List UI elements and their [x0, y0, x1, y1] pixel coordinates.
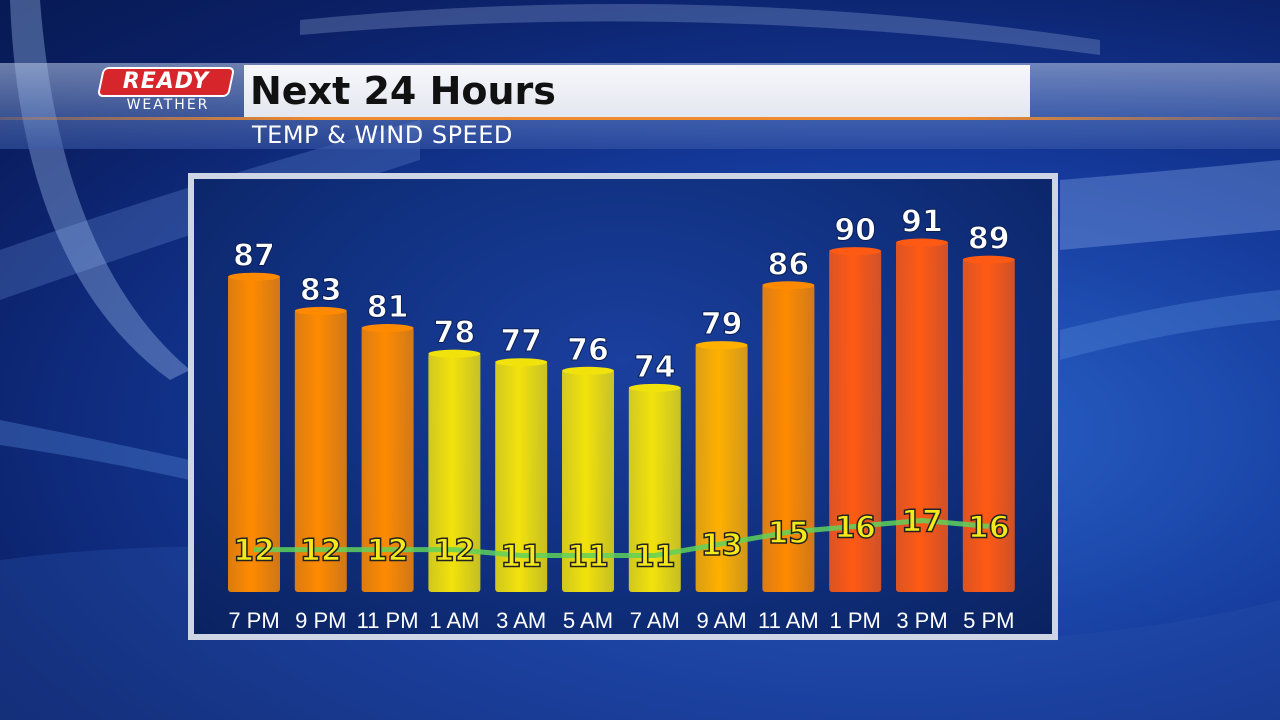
temp-value-label: 83: [300, 273, 342, 308]
temp-bar-cap: [495, 358, 548, 367]
x-axis-labels: 7 PM 9 PM 11 PM 1 AM 3 AM 5 AM 7 AM 9 AM 11 AM 1 …: [228, 608, 1014, 633]
temp-bar-cap: [762, 281, 815, 290]
wind-value-label: 17: [901, 505, 943, 540]
header-rule: [0, 117, 1280, 120]
temp-labels: 87 83 81 78 77 76 74 79 86 90 91 89: [233, 204, 1011, 385]
x-tick-label: 5 PM: [963, 608, 1014, 633]
x-tick-label: 7 AM: [630, 608, 680, 633]
x-tick-label: 9 AM: [697, 608, 747, 633]
temp-value-label: 87: [233, 239, 275, 274]
wind-value-label: 11: [567, 540, 609, 575]
temp-bar: [495, 361, 548, 592]
wind-value-label: 11: [634, 540, 676, 575]
x-tick-label: 9 PM: [295, 608, 346, 633]
temp-value-label: 81: [367, 290, 409, 325]
temp-bar: [428, 352, 481, 592]
wind-value-label: 12: [434, 534, 476, 569]
temp-bar: [695, 344, 748, 592]
logo-ready-badge: READY: [96, 67, 236, 97]
wind-value-label: 13: [701, 528, 743, 563]
ready-weather-logo: READY WEATHER: [96, 67, 236, 117]
temp-value-label: 78: [434, 316, 476, 351]
temp-value-label: 77: [500, 324, 542, 359]
logo-weather-text: WEATHER: [126, 97, 210, 113]
temp-bar-cap: [294, 306, 347, 315]
temp-bar-cap: [962, 255, 1015, 264]
temp-value-label: 76: [567, 333, 609, 368]
temp-bar-cap: [428, 349, 481, 358]
temp-bar: [762, 284, 815, 592]
temp-bar-cap: [628, 383, 681, 392]
temp-bar: [628, 386, 681, 592]
temp-value-label: 90: [834, 213, 876, 248]
x-tick-label: 11 AM: [758, 608, 819, 633]
wind-value-label: 16: [968, 510, 1010, 545]
title-box: [244, 65, 1030, 117]
wind-value-label: 15: [768, 516, 810, 551]
temp-value-label: 79: [701, 307, 743, 342]
page-title: Next 24 Hours: [250, 69, 556, 113]
page-subtitle: TEMP & WIND SPEED: [252, 121, 513, 149]
temp-bar: [361, 327, 414, 592]
x-tick-label: 5 AM: [563, 608, 613, 633]
temp-value-label: 91: [901, 205, 943, 240]
temp-value-label: 86: [768, 247, 810, 282]
wind-value-label: 12: [233, 534, 275, 569]
logo-ready-text: READY: [122, 69, 210, 94]
temp-bar: [562, 369, 614, 592]
bar-series: [228, 238, 1015, 593]
x-tick-label: 1 AM: [429, 608, 479, 633]
temp-bar-cap: [896, 238, 948, 247]
temp-bar: [294, 309, 347, 592]
temp-bar-cap: [361, 324, 414, 333]
wind-labels: 12 12 12 12 11 11 11 13 15 16 17 16: [232, 504, 1010, 576]
x-tick-label: 11 PM: [357, 608, 419, 633]
temp-value-label: 89: [968, 222, 1010, 257]
x-tick-label: 3 PM: [896, 608, 947, 633]
temp-bar-cap: [695, 341, 748, 350]
wind-value-label: 16: [834, 510, 876, 545]
temp-bar: [228, 275, 280, 592]
temp-bar: [896, 241, 948, 593]
x-tick-label: 7 PM: [228, 608, 279, 633]
wind-value-label: 11: [500, 540, 542, 575]
wind-speed-line: [254, 518, 990, 558]
temp-value-label: 74: [634, 350, 676, 385]
temp-bar: [829, 250, 882, 592]
temp-bar-cap: [562, 366, 614, 375]
temp-wind-chart: 87 83 81 78 77 76 74 79 86 90 91 89 12 12 12 12 11 11 11 13…: [228, 204, 1015, 633]
temp-bar-cap: [829, 247, 882, 256]
x-tick-label: 1 PM: [830, 608, 881, 633]
temp-bar: [962, 258, 1015, 592]
wind-value-label: 12: [367, 534, 409, 569]
temp-bar-cap: [228, 272, 280, 281]
wind-value-label: 12: [300, 534, 342, 569]
x-tick-label: 3 AM: [496, 608, 546, 633]
